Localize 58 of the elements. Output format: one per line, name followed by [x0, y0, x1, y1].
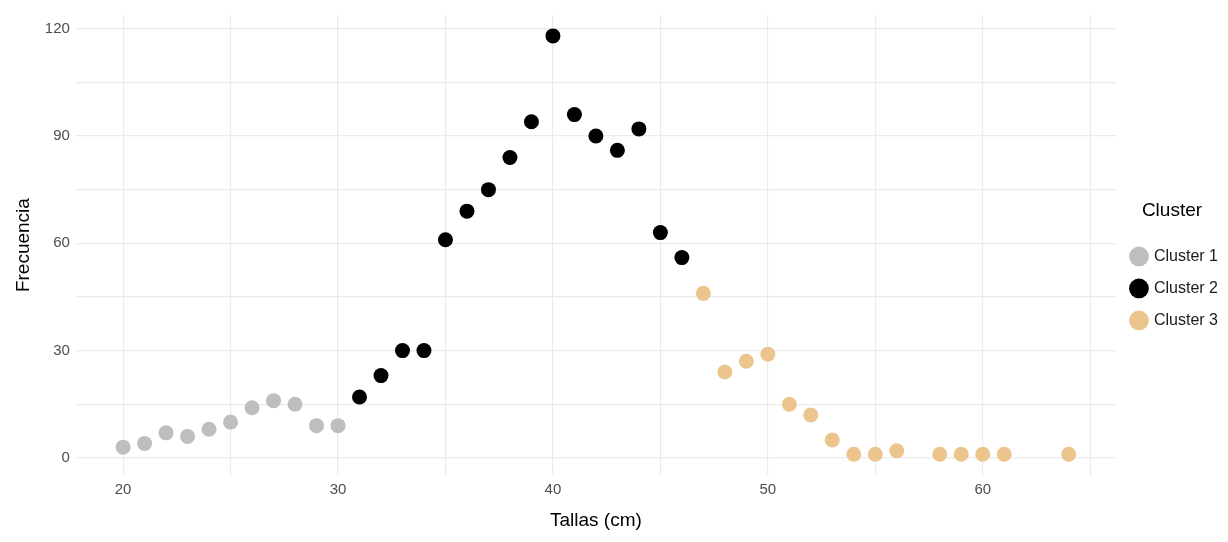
point — [803, 407, 819, 423]
point — [287, 396, 303, 412]
point — [545, 28, 561, 44]
point — [781, 396, 797, 412]
x-tick-label: 20 — [114, 480, 132, 498]
point — [459, 203, 475, 219]
point — [352, 389, 367, 405]
point — [889, 443, 905, 459]
point — [932, 446, 948, 462]
x-tick-label: 50 — [759, 480, 777, 498]
point — [975, 446, 991, 462]
point — [394, 343, 410, 359]
point — [201, 421, 217, 437]
legend-title: Cluster — [1141, 199, 1203, 221]
y-tick-label: 120 — [44, 18, 70, 36]
point — [695, 285, 711, 301]
point — [652, 225, 668, 241]
point — [502, 149, 518, 165]
point — [330, 418, 346, 434]
point — [738, 353, 754, 369]
x-tick-label: 60 — [974, 480, 992, 498]
point — [244, 400, 260, 416]
point — [266, 393, 282, 409]
point — [867, 446, 883, 462]
point — [996, 446, 1012, 462]
x-axis-title: Tallas (cm) — [549, 508, 642, 530]
point — [588, 128, 604, 144]
point — [180, 428, 196, 444]
point — [309, 418, 325, 434]
point — [846, 446, 862, 462]
y-tick-label: 30 — [53, 340, 70, 358]
point — [137, 436, 153, 452]
point — [760, 346, 776, 362]
y-tick-label: 90 — [53, 126, 70, 144]
point — [631, 121, 647, 137]
point — [373, 368, 389, 384]
point — [480, 182, 496, 198]
point — [437, 232, 453, 248]
x-tick-label: 40 — [544, 480, 562, 498]
y-tick-label: 0 — [61, 448, 70, 465]
point — [416, 343, 432, 359]
y-axis-title: Frecuencia — [11, 197, 33, 293]
y-tick-label: 60 — [53, 233, 70, 251]
point — [566, 107, 582, 123]
point — [158, 425, 174, 441]
legend-label: Cluster 1 — [1153, 246, 1219, 264]
point — [223, 414, 239, 430]
legend-label: Cluster 2 — [1153, 278, 1219, 296]
point — [523, 114, 539, 130]
point — [674, 250, 690, 266]
point — [1061, 446, 1077, 462]
legend-label: Cluster 3 — [1153, 310, 1219, 328]
point — [717, 364, 733, 380]
point — [115, 439, 131, 455]
x-tick-label: 30 — [329, 480, 347, 498]
point — [609, 142, 625, 158]
point — [824, 432, 840, 448]
point — [953, 446, 969, 462]
